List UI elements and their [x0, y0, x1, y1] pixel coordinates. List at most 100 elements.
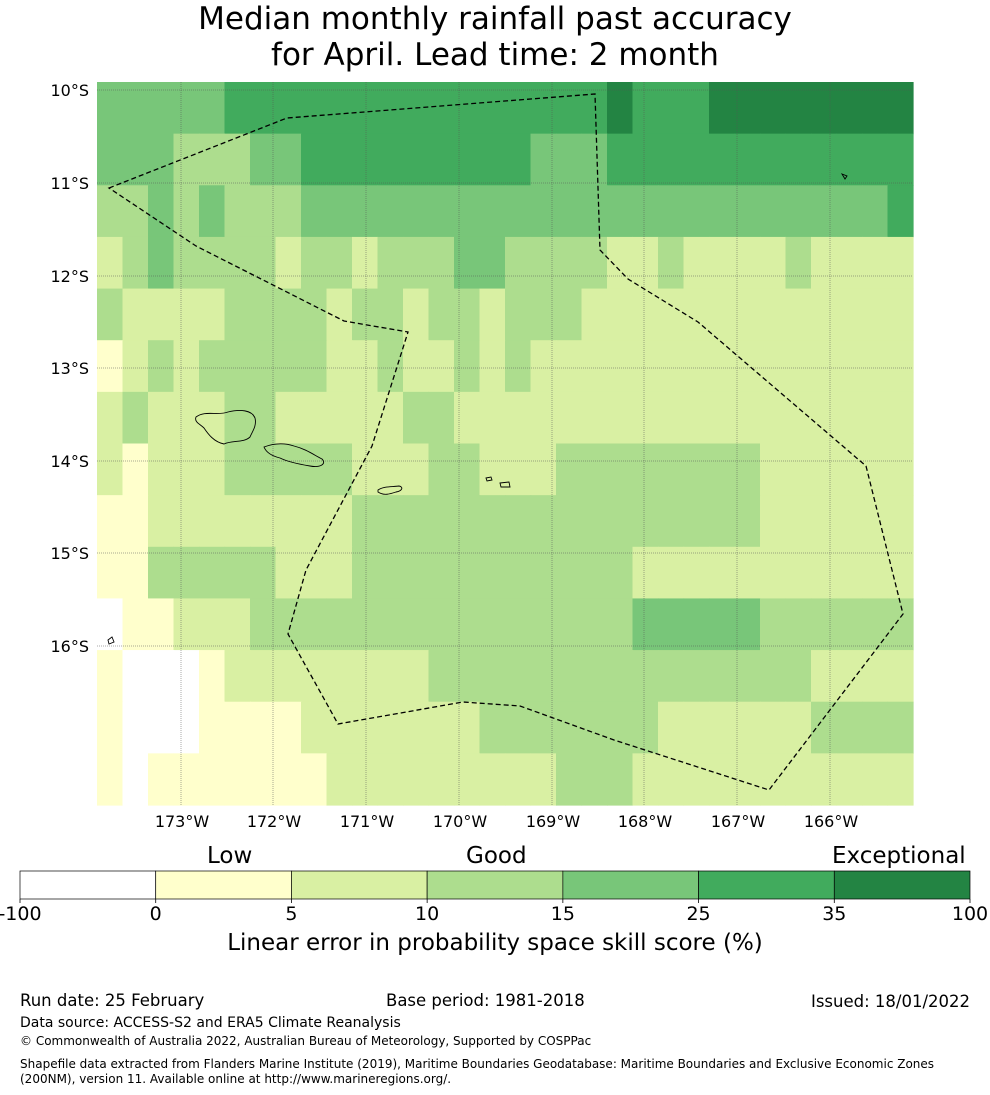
grid-cell	[862, 340, 889, 393]
grid-cell	[250, 650, 277, 703]
grid-cell	[352, 495, 379, 548]
colorbar-swatch	[833, 870, 971, 900]
grid-cell	[709, 598, 736, 651]
grid-cell	[505, 236, 532, 290]
grid-cell	[581, 185, 608, 238]
grid-cell	[428, 288, 455, 341]
grid-cell	[122, 185, 149, 238]
grid-cell	[683, 753, 710, 806]
lat-tick-label: 16°S	[50, 637, 89, 656]
grid-cell	[275, 288, 302, 341]
grid-cell	[709, 753, 736, 806]
grid-cell	[760, 185, 787, 238]
grid-cell	[811, 133, 838, 186]
grid-cell	[760, 650, 787, 703]
grid-cell	[352, 650, 379, 703]
grid-cell	[632, 701, 659, 754]
grid-cell	[148, 133, 175, 186]
grid-cell	[836, 236, 863, 290]
grid-cell	[377, 546, 404, 600]
grid-cell	[836, 753, 863, 806]
grid-cell	[199, 701, 226, 754]
longitude-labels: 173°W 172°W 171°W 170°W 169°W 168°W 167°W 166°W	[155, 812, 859, 831]
grid-cell	[709, 650, 736, 703]
grid-cell	[173, 443, 200, 496]
grid-cell	[658, 236, 685, 290]
grid-cell	[887, 443, 914, 496]
grid-cell	[607, 753, 634, 806]
grid-cell	[862, 546, 889, 600]
grid-cell	[785, 495, 812, 548]
grid-cell	[530, 495, 557, 548]
grid-cell	[505, 185, 532, 238]
grid-cell	[454, 340, 481, 393]
grid-cell	[428, 546, 455, 600]
grid-cell	[734, 391, 761, 445]
grid-cell	[479, 598, 506, 651]
grid-cell	[479, 288, 506, 341]
grid-cell	[199, 288, 226, 341]
grid-cell	[275, 340, 302, 393]
grid-cell	[607, 288, 634, 341]
grid-cell	[505, 598, 532, 651]
grid-cell	[581, 82, 608, 135]
grid-cell	[836, 82, 863, 135]
grid-cell	[199, 185, 226, 238]
grid-cell	[811, 598, 838, 651]
grid-cell	[683, 133, 710, 186]
grid-cell	[862, 391, 889, 445]
grid-cell	[658, 288, 685, 341]
grid-cell	[479, 546, 506, 600]
grid-cell	[479, 133, 506, 186]
grid-cell	[632, 236, 659, 290]
grid-cell	[530, 753, 557, 806]
grid-cell	[403, 391, 430, 445]
grid-cell	[428, 133, 455, 186]
grid-cell	[683, 546, 710, 600]
grid-cell	[862, 701, 889, 754]
colorbar-tick-label: 35	[822, 903, 846, 925]
grid-cell	[148, 701, 175, 754]
grid-cell	[454, 133, 481, 186]
grid-cell	[632, 443, 659, 496]
grid-cell	[250, 598, 277, 651]
grid-cell	[709, 391, 736, 445]
grid-cell	[173, 236, 200, 290]
grid-cell	[785, 288, 812, 341]
grid-cell	[862, 236, 889, 290]
grid-cell	[632, 288, 659, 341]
grid-cell	[224, 288, 251, 341]
grid-cell	[887, 288, 914, 341]
island-ofu	[485, 476, 493, 482]
grid-cell	[326, 650, 353, 703]
grid-cell	[760, 82, 787, 135]
grid-cell	[581, 753, 608, 806]
grid-cell	[352, 236, 379, 290]
grid-cell	[224, 340, 251, 393]
grid-cell	[199, 443, 226, 496]
grid-cell	[97, 185, 124, 238]
grid-cell	[607, 443, 634, 496]
grid-cell	[556, 650, 583, 703]
grid-cell	[530, 701, 557, 754]
grid-cell	[862, 650, 889, 703]
grid-cell	[683, 185, 710, 238]
grid-cell	[224, 701, 251, 754]
grid-cell	[683, 598, 710, 651]
grid-cell	[836, 185, 863, 238]
colorbar-tick-label: -100	[0, 903, 42, 925]
grid-cell	[428, 443, 455, 496]
grid-cell	[199, 236, 226, 290]
colorbar-category-good: Good	[466, 843, 527, 869]
grid-cell	[556, 133, 583, 186]
grid-cell	[760, 288, 787, 341]
grid-cell	[428, 391, 455, 445]
grid-cell	[199, 133, 226, 186]
grid-cell	[785, 650, 812, 703]
grid-cell	[326, 340, 353, 393]
grid-cell	[607, 133, 634, 186]
grid-cell	[454, 546, 481, 600]
grid-cell	[811, 546, 838, 600]
grid-cell	[97, 391, 124, 445]
grid-cell	[122, 236, 149, 290]
